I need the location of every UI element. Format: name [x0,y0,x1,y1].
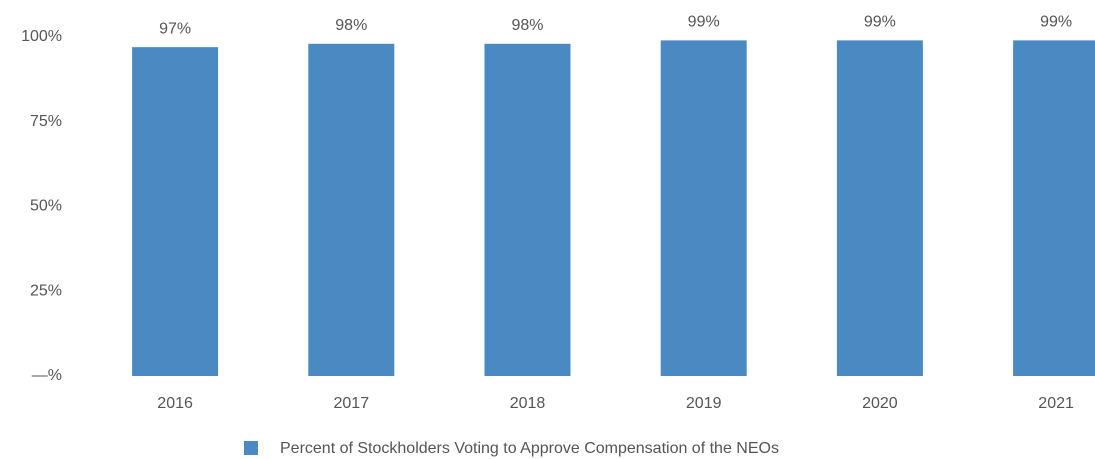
data-label: 97% [159,20,191,37]
y-tick-label: 25% [30,282,62,299]
y-tick-label: 75% [30,113,62,130]
y-tick-label: 50% [30,198,62,215]
data-label: 99% [864,14,896,31]
legend-label: Percent of Stockholders Voting to Approv… [280,440,779,457]
x-tick-label: 2018 [510,395,546,412]
data-label: 98% [511,17,543,34]
data-label: 99% [688,14,720,31]
bar [484,43,571,376]
bar [836,40,923,376]
x-tick-label: 2020 [862,395,898,412]
bar [132,47,219,377]
y-tick-label: —% [32,367,62,384]
data-label: 99% [1040,14,1072,31]
x-tick-label: 2017 [334,395,370,412]
legend-swatch [244,441,258,455]
y-tick-label: 100% [21,28,62,45]
bar [308,43,395,376]
data-label: 98% [335,17,367,34]
x-tick-label: 2019 [686,395,722,412]
bar [660,40,747,376]
x-tick-label: 2021 [1038,395,1074,412]
x-tick-label: 2016 [157,395,193,412]
bar [1013,40,1095,376]
